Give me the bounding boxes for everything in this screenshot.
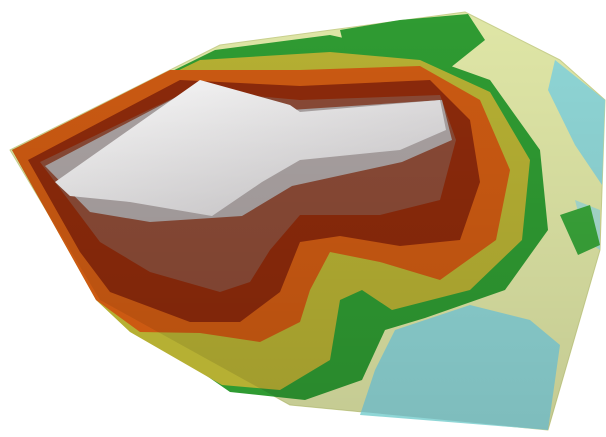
shading: [10, 12, 605, 430]
